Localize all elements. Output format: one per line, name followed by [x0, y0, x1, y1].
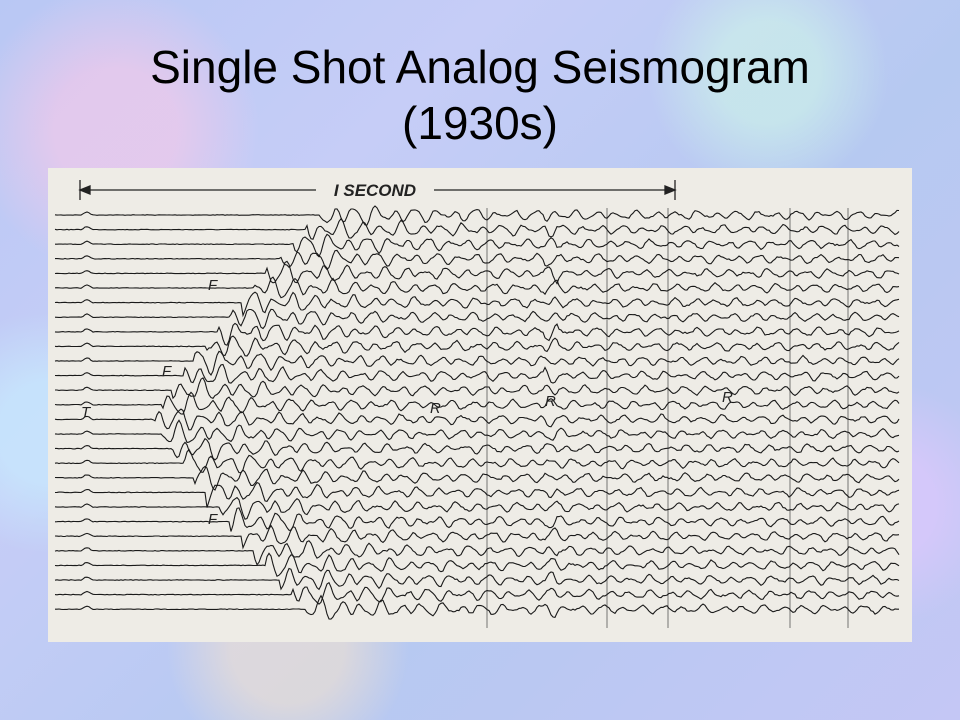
timing-lines — [486, 208, 849, 628]
pick-label: R — [430, 400, 441, 417]
seismogram-figure: I SECOND T F F F R R R — [48, 168, 912, 642]
trace — [54, 581, 900, 605]
trace — [54, 217, 900, 240]
pick-label: F — [162, 363, 172, 380]
pick-label: F — [208, 511, 218, 528]
trace — [54, 322, 900, 346]
trace — [55, 437, 900, 461]
pick-label: T — [81, 404, 92, 421]
trace — [54, 363, 900, 384]
trace — [55, 249, 900, 271]
trace — [54, 205, 900, 226]
trace — [54, 350, 900, 376]
trace — [54, 567, 900, 591]
trace — [54, 507, 900, 532]
trace — [54, 496, 900, 520]
pick-label: R — [545, 393, 556, 410]
traces — [54, 205, 900, 620]
trace — [54, 291, 900, 318]
trace — [54, 540, 900, 566]
trace — [54, 335, 900, 357]
trace — [54, 260, 900, 285]
trace — [55, 233, 900, 258]
trace — [54, 308, 900, 330]
trace — [54, 448, 900, 474]
trace — [54, 391, 900, 415]
scale-label-bg — [316, 180, 434, 200]
pick-label: R — [722, 389, 733, 406]
trace — [55, 377, 900, 400]
trace — [54, 481, 900, 508]
title-line: (1930s) — [402, 97, 558, 149]
trace — [54, 552, 900, 577]
trace — [54, 276, 900, 299]
trace — [54, 465, 900, 491]
trace — [55, 594, 899, 620]
trace — [54, 408, 900, 431]
trace — [54, 524, 900, 550]
scale-label: I SECOND — [334, 181, 416, 200]
pick-label: F — [208, 277, 218, 294]
title-line: Single Shot Analog Seismogram — [150, 41, 810, 93]
trace — [54, 419, 900, 444]
